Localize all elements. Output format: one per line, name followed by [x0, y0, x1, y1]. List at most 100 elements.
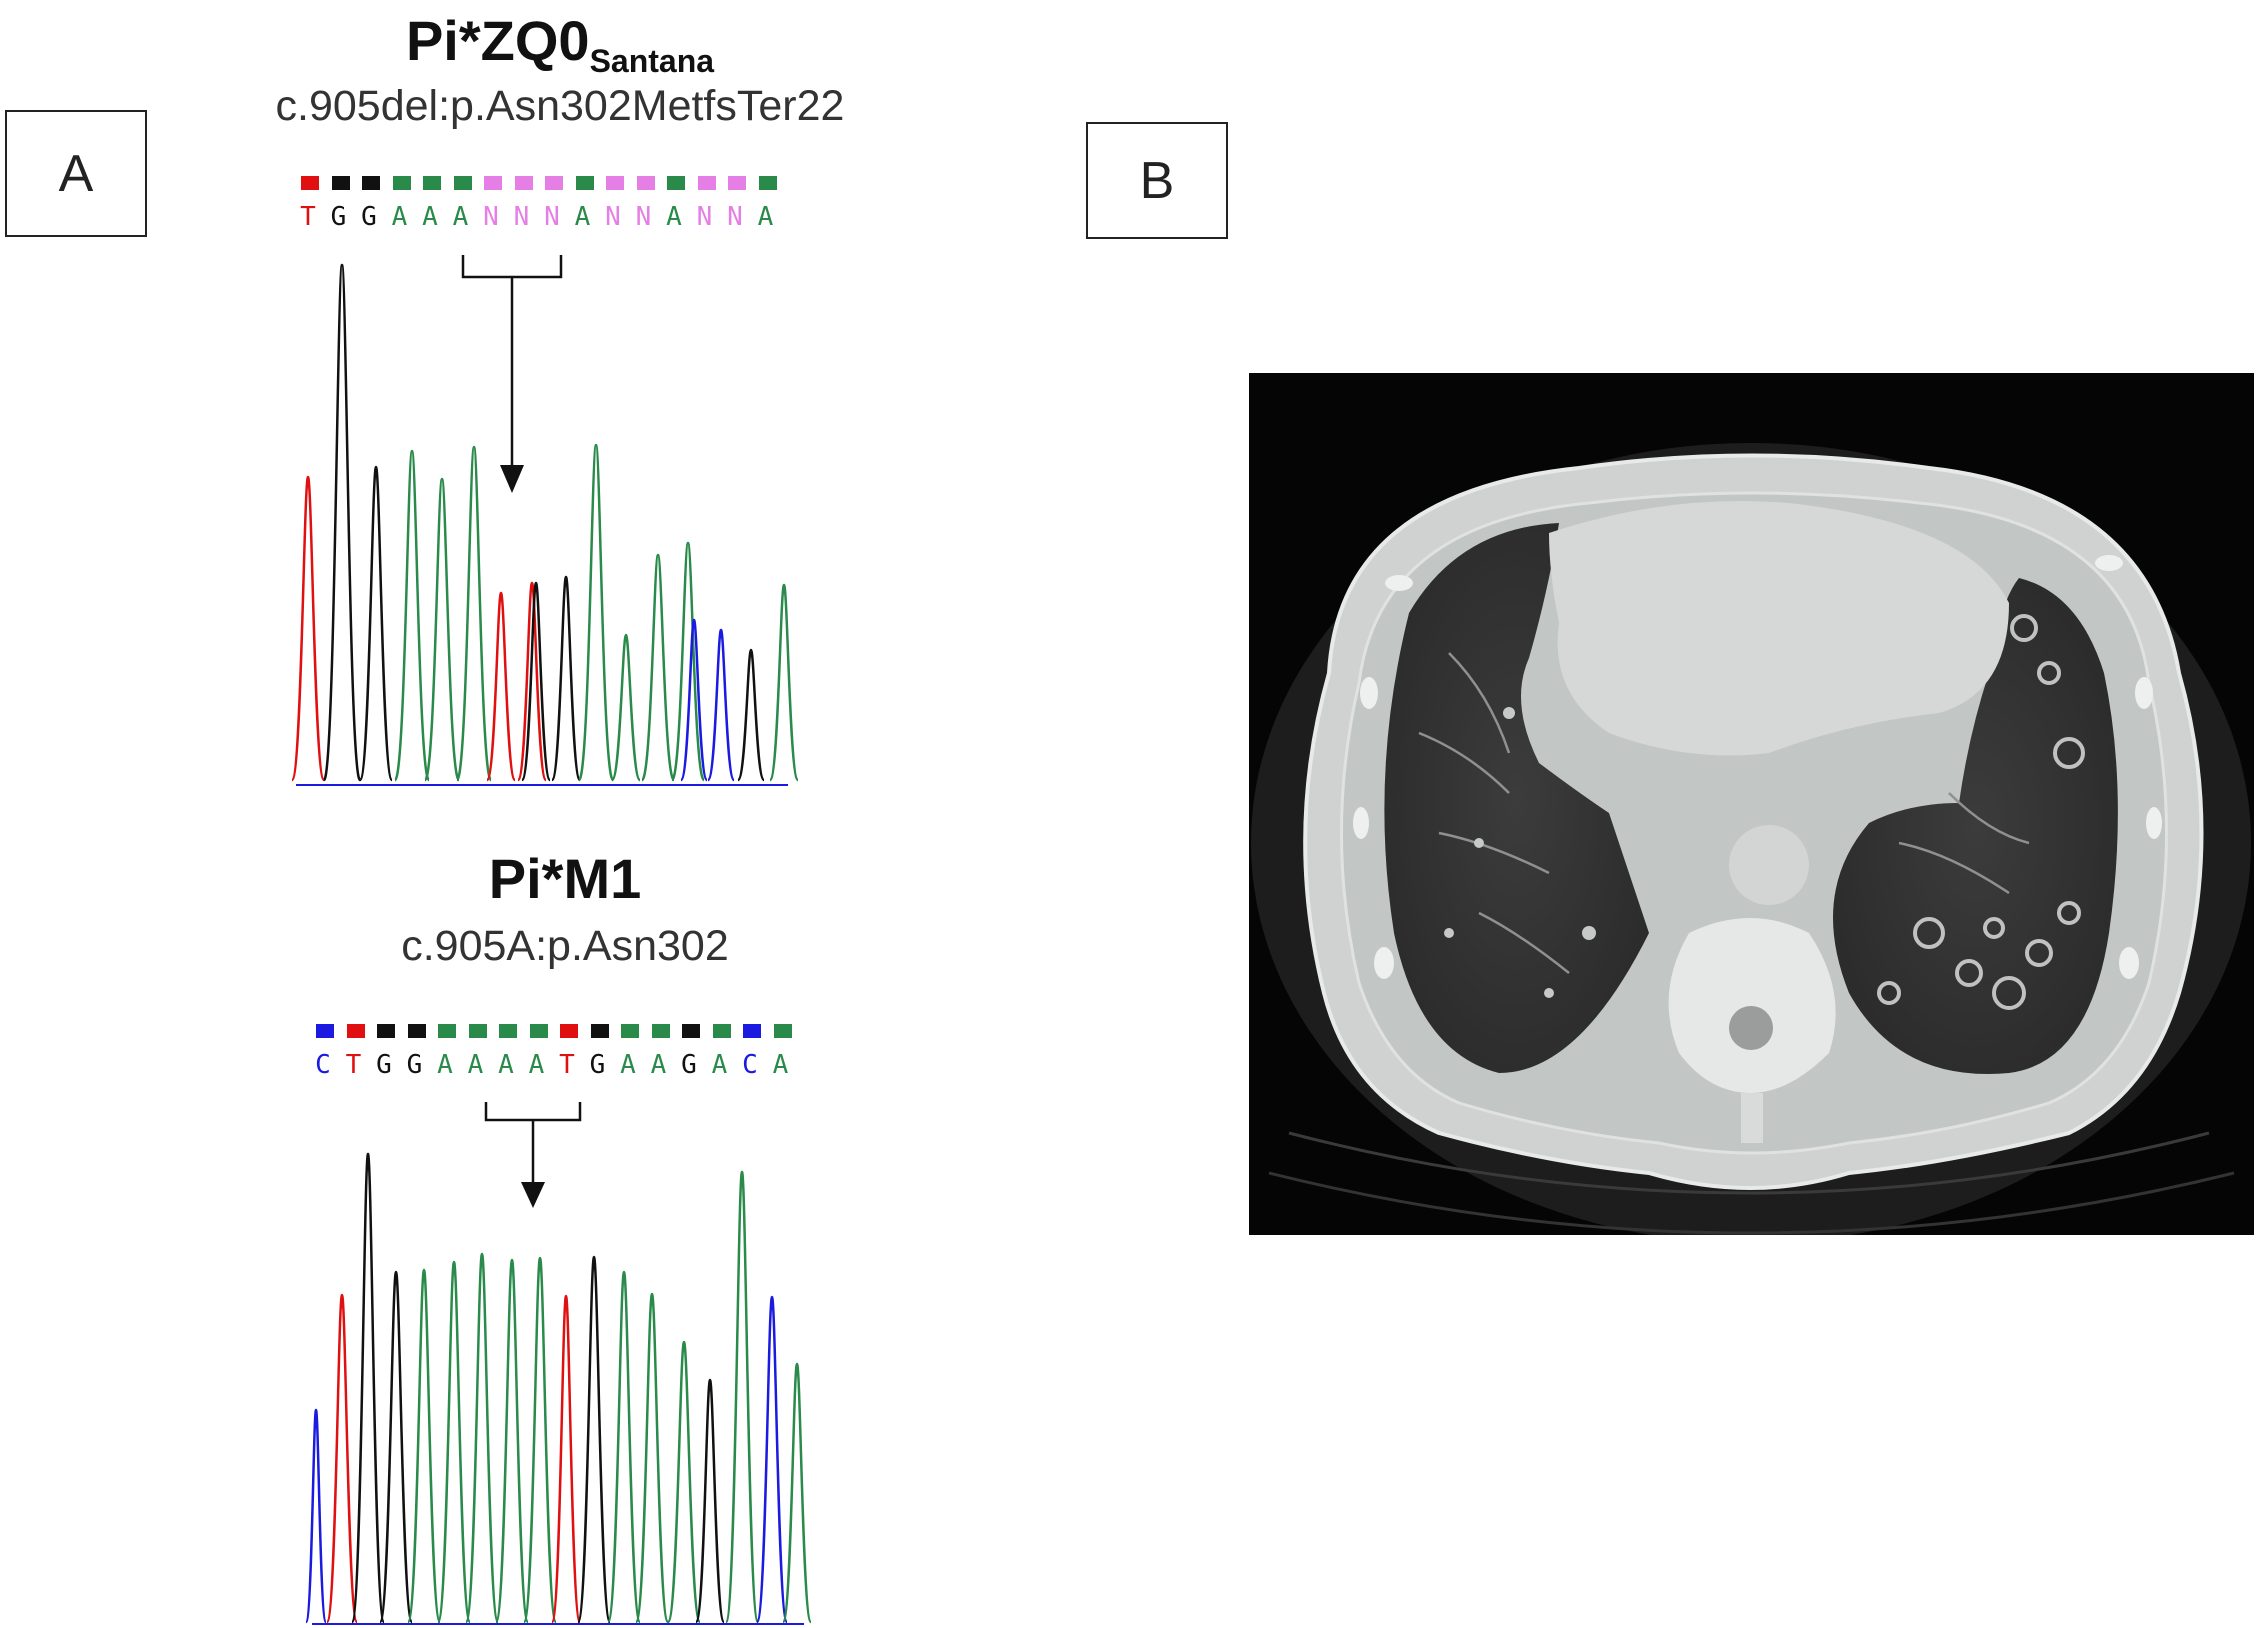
quality-square	[621, 1024, 639, 1038]
trace-peak	[724, 1170, 760, 1624]
trace-peak	[781, 1362, 813, 1624]
trace-peak	[706, 628, 736, 782]
quality-square	[667, 176, 685, 190]
trace-peak	[550, 575, 582, 782]
base-call: A	[422, 202, 438, 232]
trace-peak	[670, 541, 706, 782]
quality-square	[377, 1024, 395, 1038]
base-call: N	[483, 202, 499, 232]
trace-peak	[768, 583, 800, 782]
mutation-bracket-bottom	[484, 1102, 582, 1122]
trace-peak	[464, 1252, 500, 1624]
trace-peak	[679, 618, 709, 782]
base-call: A	[391, 202, 408, 232]
base-call: C	[742, 1050, 758, 1080]
base-call: A	[498, 1050, 514, 1080]
variant-hgvs-m1: c.905A:p.Asn302	[401, 922, 729, 970]
trace-peak	[358, 465, 394, 782]
quality-square	[712, 1024, 731, 1038]
base-call: G	[361, 202, 377, 232]
trace-peak	[610, 633, 642, 782]
quality-square	[362, 176, 380, 190]
base-call: A	[711, 1050, 728, 1080]
base-call: A	[528, 1050, 545, 1080]
trace-peak	[393, 449, 431, 782]
base-call: A	[437, 1050, 453, 1080]
variant-title-zq0-main: Pi*ZQ0	[405, 9, 590, 72]
trace-peak	[516, 581, 548, 782]
base-call: A	[574, 202, 591, 232]
mutation-arrow-bottom	[521, 1120, 545, 1208]
base-call: N	[727, 202, 743, 232]
ct-scan-image	[1249, 373, 2254, 1235]
quality-square	[560, 1024, 578, 1038]
quality-square	[331, 176, 350, 190]
quality-squares-bottom	[310, 1024, 804, 1040]
base-call: A	[757, 202, 774, 232]
quality-square	[575, 176, 594, 190]
base-call: T	[300, 202, 316, 232]
trace-peak	[455, 445, 493, 782]
quality-square	[438, 1024, 456, 1038]
quality-square	[407, 1024, 426, 1038]
trace-peak	[666, 1340, 702, 1624]
trace-peak	[755, 1295, 789, 1624]
trace-peak	[550, 1294, 582, 1624]
base-call: N	[544, 202, 560, 232]
trace-peak	[576, 1255, 612, 1624]
base-call: T	[559, 1050, 575, 1080]
trace-peak	[290, 475, 326, 782]
trace-peak	[378, 1270, 414, 1624]
base-call: A	[666, 202, 682, 232]
quality-square	[484, 176, 502, 190]
quality-square	[758, 176, 777, 190]
variant-title-zq0: Pi*ZQ0Santana	[300, 8, 820, 80]
chromatogram-top	[290, 255, 800, 786]
trace-peak	[634, 1292, 670, 1624]
base-call: A	[467, 1050, 484, 1080]
quality-square	[743, 1024, 761, 1038]
quality-square	[316, 1024, 334, 1038]
base-call: A	[452, 202, 469, 232]
trace-peak	[350, 1152, 386, 1624]
quality-square	[682, 1024, 700, 1038]
panel-a-label: A	[5, 110, 147, 237]
mutation-arrow-top	[500, 277, 524, 493]
quality-square	[728, 176, 746, 190]
quality-square	[545, 176, 563, 190]
quality-square	[773, 1024, 792, 1038]
base-call: G	[330, 202, 347, 232]
trace-peak	[485, 591, 517, 782]
trace-peak	[436, 1260, 472, 1624]
base-call: N	[696, 202, 713, 232]
base-call: N	[605, 202, 621, 232]
trace-peak	[494, 1258, 530, 1624]
trace-peak	[694, 1378, 726, 1624]
base-call: A	[772, 1050, 789, 1080]
panel-b-label: B	[1086, 122, 1228, 239]
variant-hgvs-zq0: c.905del:p.Asn302MetfsTer22	[275, 82, 845, 130]
base-call: N	[635, 202, 652, 232]
base-call: G	[376, 1050, 392, 1080]
quality-square	[514, 176, 533, 190]
quality-square	[453, 176, 472, 190]
quality-square	[468, 1024, 487, 1038]
mutation-bracket-top	[461, 255, 563, 279]
base-call: G	[406, 1050, 423, 1080]
trace-peak	[322, 263, 362, 782]
trace-peak	[577, 443, 615, 782]
quality-square	[499, 1024, 517, 1038]
quality-square	[590, 1024, 609, 1038]
quality-square	[636, 176, 655, 190]
trace-peak	[304, 1408, 328, 1624]
base-call: N	[513, 202, 530, 232]
base-call: G	[681, 1050, 697, 1080]
quality-squares-top	[295, 176, 790, 192]
trace-peak	[423, 477, 461, 782]
trace-peak	[606, 1270, 642, 1624]
quality-square	[392, 176, 411, 190]
quality-square	[606, 176, 624, 190]
quality-square	[651, 1024, 670, 1038]
